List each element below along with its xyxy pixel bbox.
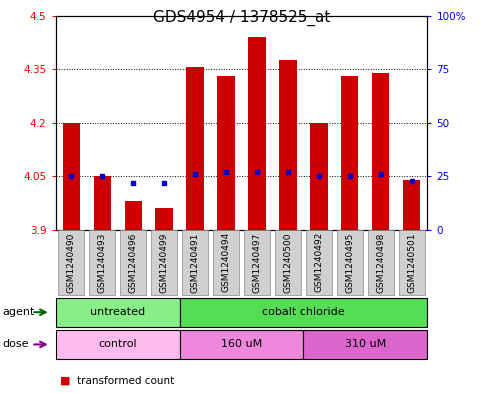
Text: untreated: untreated (90, 307, 145, 317)
Text: cobalt chloride: cobalt chloride (262, 307, 345, 317)
Bar (94, 176, 111, 230)
Bar (156, 208, 172, 230)
Text: GSM1240501: GSM1240501 (408, 232, 416, 292)
Bar (186, 68, 203, 230)
Text: GSM1240497: GSM1240497 (253, 232, 261, 292)
Bar (125, 201, 142, 230)
Bar (248, 37, 266, 230)
Text: GSM1240498: GSM1240498 (376, 232, 385, 292)
Text: GSM1240494: GSM1240494 (222, 232, 230, 292)
Text: GSM1240495: GSM1240495 (345, 232, 355, 292)
Text: control: control (98, 340, 137, 349)
Text: 160 uM: 160 uM (221, 340, 262, 349)
Bar (62, 123, 80, 230)
Bar (311, 123, 327, 230)
Text: GSM1240500: GSM1240500 (284, 232, 293, 292)
Bar (217, 76, 235, 230)
Text: transformed count: transformed count (77, 376, 174, 386)
Text: GSM1240491: GSM1240491 (190, 232, 199, 292)
Text: dose: dose (2, 340, 29, 349)
Bar (280, 61, 297, 230)
Text: agent: agent (2, 307, 35, 317)
Text: 310 uM: 310 uM (345, 340, 386, 349)
Bar (372, 73, 389, 230)
Text: GSM1240490: GSM1240490 (67, 232, 75, 292)
Text: ■: ■ (60, 376, 71, 386)
Text: GSM1240496: GSM1240496 (128, 232, 138, 292)
Text: GSM1240492: GSM1240492 (314, 232, 324, 292)
Text: GSM1240499: GSM1240499 (159, 232, 169, 292)
Bar (341, 76, 358, 230)
Text: GSM1240493: GSM1240493 (98, 232, 107, 292)
Text: GDS4954 / 1378525_at: GDS4954 / 1378525_at (153, 10, 330, 26)
Bar (403, 180, 421, 230)
